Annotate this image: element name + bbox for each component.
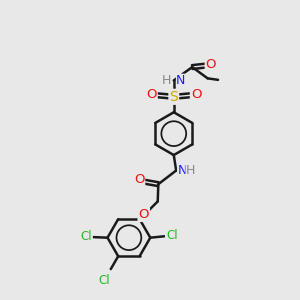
Text: S: S bbox=[169, 90, 178, 104]
Text: H: H bbox=[162, 74, 171, 87]
Text: O: O bbox=[134, 173, 144, 186]
Text: Cl: Cl bbox=[166, 230, 178, 242]
Text: N: N bbox=[177, 164, 187, 177]
Text: Cl: Cl bbox=[80, 230, 92, 243]
Text: O: O bbox=[206, 58, 216, 70]
Text: O: O bbox=[191, 88, 201, 101]
Text: O: O bbox=[139, 208, 149, 221]
Text: H: H bbox=[186, 164, 195, 177]
Text: N: N bbox=[176, 74, 185, 87]
Text: O: O bbox=[146, 88, 157, 101]
Text: Cl: Cl bbox=[98, 274, 110, 287]
